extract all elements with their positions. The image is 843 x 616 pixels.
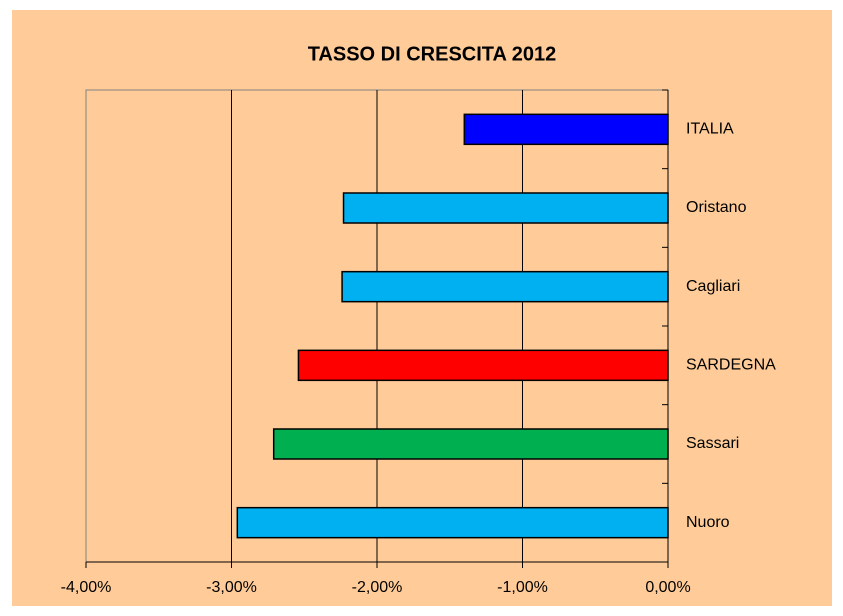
bar [463, 113, 669, 146]
y-tick-label: Sassari [686, 435, 739, 452]
y-tick-label: Nuoro [686, 514, 730, 531]
bar [272, 428, 669, 460]
y-tick-label: Cagliari [686, 278, 740, 295]
x-tick-label: -1,00% [497, 579, 548, 596]
chart-title: TASSO DI CRESCITA 2012 [308, 43, 557, 65]
y-tick-label: SARDEGNA [686, 357, 776, 374]
bar [236, 506, 669, 539]
bar [341, 270, 669, 303]
bar [342, 192, 669, 224]
y-tick-label: ITALIA [686, 121, 734, 138]
y-tick-label: Oristano [686, 199, 747, 216]
bar [297, 349, 669, 382]
x-tick-label: -2,00% [352, 579, 403, 596]
x-tick-label: 0,00% [645, 579, 690, 596]
x-tick-label: -3,00% [206, 579, 257, 596]
x-tick-label: -4,00% [61, 579, 112, 596]
